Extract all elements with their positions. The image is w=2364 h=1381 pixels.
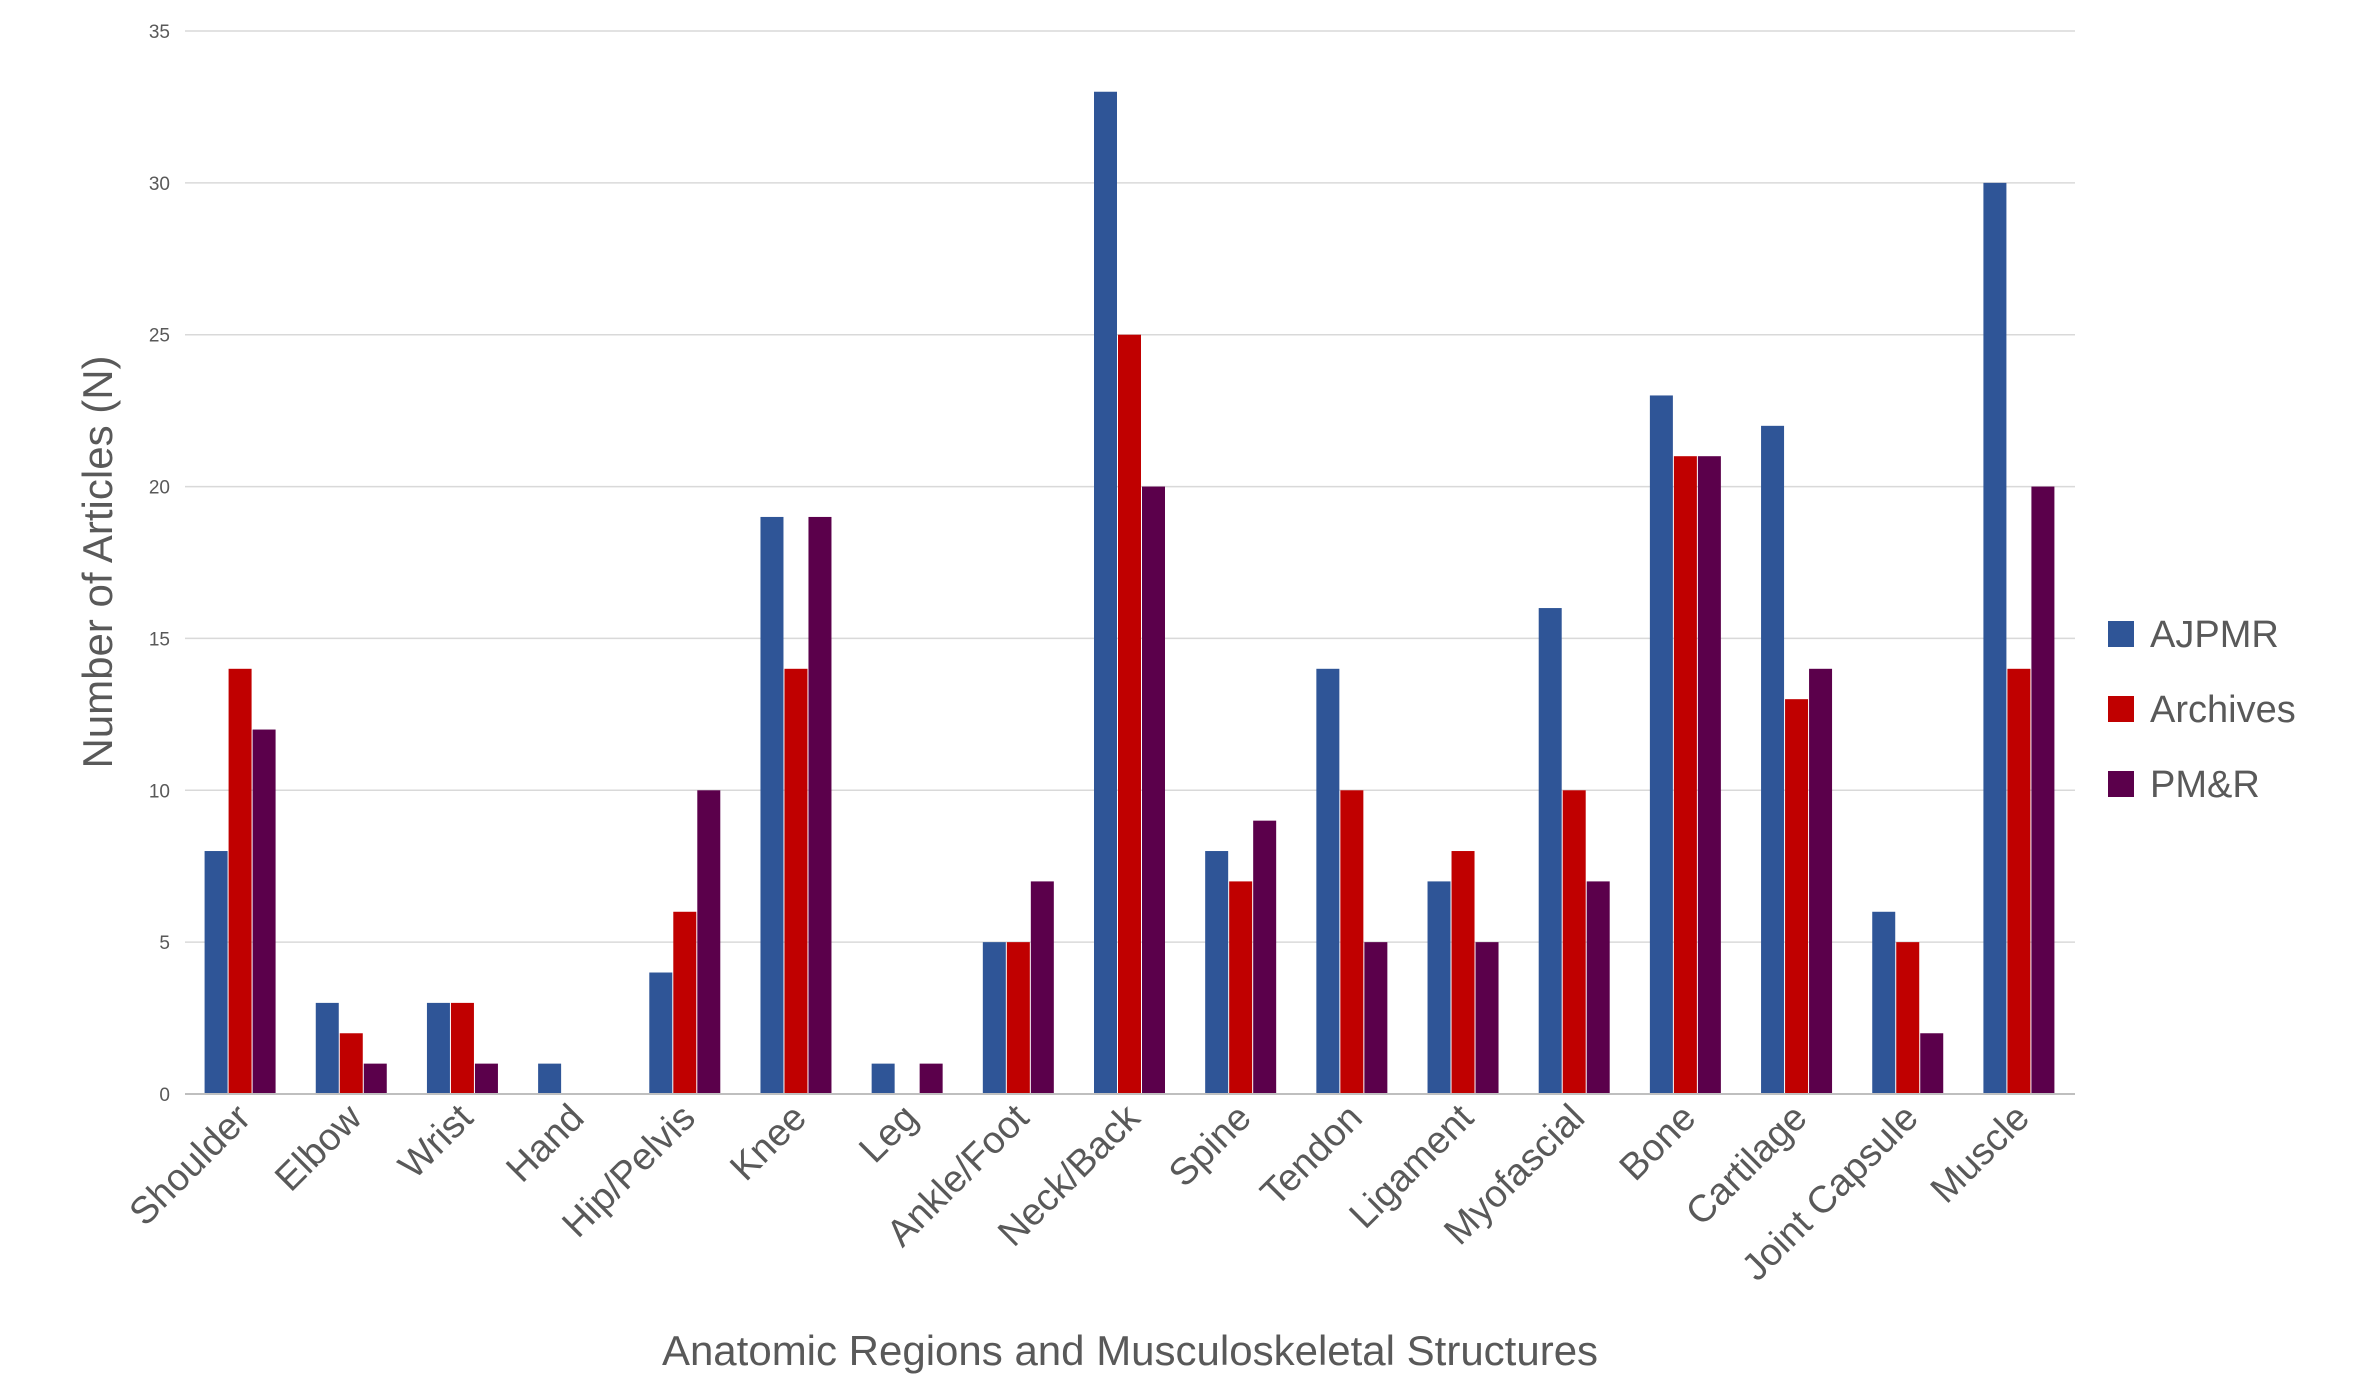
bar-ajpmr-wrist xyxy=(427,1003,450,1094)
y-tick-label: 5 xyxy=(159,933,170,954)
bar-pm-r-neck-back xyxy=(1142,487,1165,1094)
y-tick-labels: 0 5 10 15 20 25 30 35 xyxy=(149,22,170,1106)
bar-ajpmr-ligament xyxy=(1428,881,1451,1094)
bar-archives-elbow xyxy=(340,1033,363,1094)
bar-ajpmr-knee xyxy=(760,517,783,1094)
bar-ajpmr-myofascial xyxy=(1539,608,1562,1094)
y-tick-label: 15 xyxy=(149,629,170,650)
bar-pm-r-knee xyxy=(808,517,831,1094)
bar-ajpmr-ankle-foot xyxy=(983,942,1006,1094)
legend-swatch xyxy=(2108,696,2134,722)
y-axis-title: Number of Articles (N) xyxy=(74,355,121,768)
bar-ajpmr-cartilage xyxy=(1761,426,1784,1094)
category-label: Bone xyxy=(1612,1097,1704,1189)
bar-ajpmr-tendon xyxy=(1316,669,1339,1094)
bar-ajpmr-elbow xyxy=(316,1003,339,1094)
y-tick-label: 10 xyxy=(149,781,170,802)
bar-archives-bone xyxy=(1674,456,1697,1094)
legend: AJPMR Archives PM&R xyxy=(2108,614,2296,806)
bar-archives-muscle xyxy=(2007,669,2030,1094)
bar-archives-wrist xyxy=(451,1003,474,1094)
y-tick-label: 35 xyxy=(149,22,170,43)
bar-ajpmr-leg xyxy=(872,1064,895,1094)
bar-pm-r-spine xyxy=(1253,821,1276,1094)
bar-archives-knee xyxy=(784,669,807,1094)
category-label: Elbow xyxy=(267,1096,370,1199)
bar-pm-r-myofascial xyxy=(1587,881,1610,1094)
bar-archives-joint-capsule xyxy=(1896,942,1919,1094)
bar-ajpmr-shoulder xyxy=(205,851,228,1094)
bar-archives-tendon xyxy=(1340,790,1363,1094)
bar-pm-r-cartilage xyxy=(1809,669,1832,1094)
bar-pm-r-ligament xyxy=(1476,942,1499,1094)
category-label: Wrist xyxy=(391,1096,482,1187)
bar-archives-ankle-foot xyxy=(1007,942,1030,1094)
x-axis-title: Anatomic Regions and Musculoskeletal Str… xyxy=(662,1327,1598,1374)
bar-pm-r-leg xyxy=(920,1064,943,1094)
category-label: Leg xyxy=(851,1097,926,1172)
y-tick-label: 0 xyxy=(159,1085,170,1106)
bar-pm-r-ankle-foot xyxy=(1031,881,1054,1094)
bar-archives-hip-pelvis xyxy=(673,912,696,1094)
legend-swatch xyxy=(2108,621,2134,647)
bar-pm-r-hip-pelvis xyxy=(697,790,720,1094)
bar-ajpmr-muscle xyxy=(1983,183,2006,1094)
category-label: Hand xyxy=(499,1097,593,1191)
bar-archives-spine xyxy=(1229,881,1252,1094)
bar-ajpmr-bone xyxy=(1650,395,1673,1094)
category-label: Muscle xyxy=(1923,1097,2038,1212)
bar-pm-r-muscle xyxy=(2031,487,2054,1094)
bar-ajpmr-joint-capsule xyxy=(1872,912,1895,1094)
bar-ajpmr-hip-pelvis xyxy=(649,973,672,1094)
bar-pm-r-shoulder xyxy=(253,730,276,1094)
bar-pm-r-tendon xyxy=(1364,942,1387,1094)
bars xyxy=(205,92,2055,1094)
bar-ajpmr-neck-back xyxy=(1094,92,1117,1094)
bar-archives-myofascial xyxy=(1563,790,1586,1094)
legend-label: Archives xyxy=(2150,689,2296,731)
bar-archives-shoulder xyxy=(229,669,252,1094)
bar-pm-r-wrist xyxy=(475,1064,498,1094)
bar-archives-ligament xyxy=(1452,851,1475,1094)
bar-archives-cartilage xyxy=(1785,699,1808,1094)
legend-label: PM&R xyxy=(2150,764,2260,806)
legend-label: AJPMR xyxy=(2150,614,2279,656)
bar-pm-r-bone xyxy=(1698,456,1721,1094)
y-tick-label: 25 xyxy=(149,326,170,347)
category-label: Knee xyxy=(722,1097,814,1189)
bar-pm-r-joint-capsule xyxy=(1920,1033,1943,1094)
bar-ajpmr-hand xyxy=(538,1064,561,1094)
category-label: Shoulder xyxy=(122,1096,260,1234)
y-tick-label: 20 xyxy=(149,478,170,499)
category-label: Spine xyxy=(1161,1097,1259,1195)
bar-pm-r-elbow xyxy=(364,1064,387,1094)
bar-archives-neck-back xyxy=(1118,335,1141,1094)
bar-ajpmr-spine xyxy=(1205,851,1228,1094)
legend-swatch xyxy=(2108,771,2134,797)
y-tick-label: 30 xyxy=(149,174,170,195)
